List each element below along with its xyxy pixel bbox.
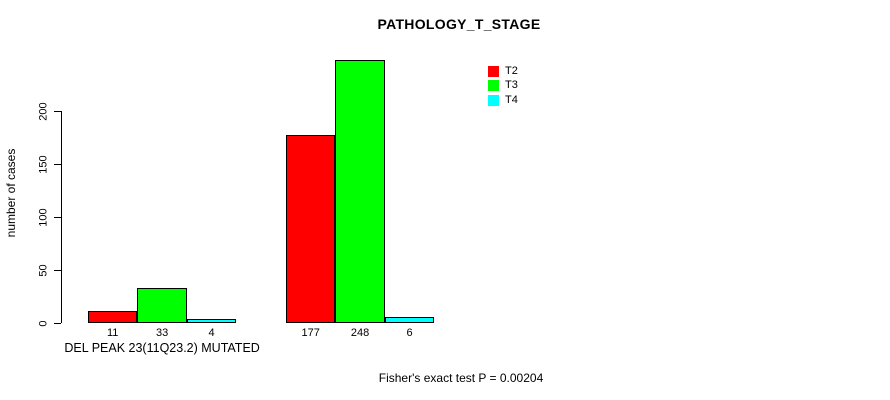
y-tick-mark: [54, 270, 61, 271]
legend-label-t3: T3: [505, 79, 518, 92]
bar-t4-group2: [384, 317, 435, 323]
y-axis-line: [61, 111, 62, 323]
bar-value-label: 248: [350, 327, 370, 339]
bar-value-label: 177: [301, 327, 320, 339]
y-tick-label: 50: [37, 263, 50, 277]
legend-swatch-t2: [488, 66, 499, 77]
bar-t2-group2: [286, 135, 336, 323]
legend-label-t4: T4: [505, 93, 518, 106]
bar-t4-group1: [186, 319, 237, 323]
x-axis-group-label: DEL PEAK 23(11Q23.2) MUTATED: [64, 341, 260, 355]
y-tick-label: 150: [37, 154, 50, 174]
y-tick-mark: [54, 164, 61, 165]
bar-value-label: 4: [208, 327, 215, 339]
bar-value-label: 33: [155, 327, 169, 339]
legend-label-t2: T2: [505, 65, 518, 77]
y-tick-mark: [54, 217, 61, 218]
bar-value-label: 11: [106, 327, 119, 339]
fisher-test-annotation: Fisher's exact test P = 0.00204: [378, 371, 544, 385]
bar-t3-group2: [335, 60, 385, 323]
y-tick-label: 0: [37, 319, 50, 327]
legend-swatch-t3: [488, 80, 499, 92]
chart-title: PATHOLOGY_T_STAGE: [377, 16, 541, 32]
y-tick-label: 200: [37, 101, 50, 121]
y-axis-title: number of cases: [4, 148, 18, 238]
bar-t2-group1: [88, 311, 138, 323]
bar-t3-group1: [137, 288, 187, 323]
bar-value-label: 6: [406, 327, 413, 339]
y-tick-mark: [54, 111, 61, 112]
y-tick-mark: [54, 323, 61, 324]
legend-swatch-t4: [488, 94, 499, 106]
y-tick-label: 100: [37, 207, 50, 227]
